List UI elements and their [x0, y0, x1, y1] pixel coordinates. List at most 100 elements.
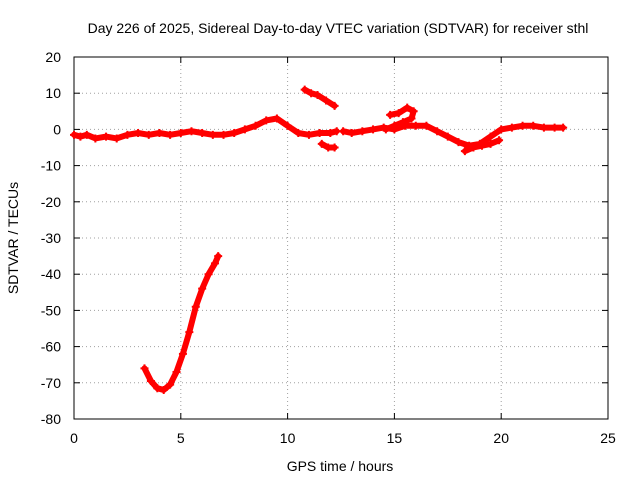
- data-point: [326, 129, 335, 138]
- series-early-drop: [140, 252, 223, 395]
- data-point: [454, 138, 463, 147]
- data-point: [112, 134, 121, 143]
- y-tick-label: -70: [41, 375, 61, 391]
- x-axis-label: GPS time / hours: [287, 458, 394, 474]
- data-point: [409, 107, 418, 116]
- data-point: [166, 130, 175, 139]
- y-tick-label: -80: [41, 411, 61, 427]
- data-point: [294, 129, 303, 138]
- data-point: [486, 139, 495, 148]
- data-point: [153, 384, 162, 393]
- y-tick-label: -20: [41, 194, 61, 210]
- data-point: [398, 118, 407, 127]
- axis-ticks: 0 5 10 15 20 25 -80 -70 -60 -50 -40 -30 -20 -10 0 10 20: [41, 49, 616, 446]
- data-point: [144, 130, 153, 139]
- y-tick-label: 10: [45, 85, 61, 101]
- data-point: [390, 121, 399, 130]
- y-tick-label: 0: [53, 121, 61, 137]
- data-point: [230, 129, 239, 138]
- data-point: [283, 121, 292, 130]
- data-point: [198, 129, 207, 138]
- data-point: [134, 129, 143, 138]
- data-point: [495, 136, 504, 145]
- data-point: [317, 139, 326, 148]
- x-tick-label: 0: [70, 430, 78, 446]
- data-point: [155, 129, 164, 138]
- data-point: [330, 101, 339, 110]
- y-tick-label: 20: [45, 49, 61, 65]
- data-point: [486, 132, 495, 141]
- data-point: [529, 121, 538, 130]
- data-point: [219, 130, 228, 139]
- data-point: [185, 328, 194, 337]
- data-point: [214, 252, 223, 261]
- data-point: [477, 141, 486, 150]
- data-point: [76, 132, 85, 141]
- data-point: [381, 125, 390, 134]
- data-point: [198, 284, 207, 293]
- data-point: [204, 270, 213, 279]
- data-point: [386, 110, 395, 119]
- chart-title: Day 226 of 2025, Sidereal Day-to-day VTE…: [88, 20, 589, 36]
- data-point: [358, 127, 367, 136]
- data-point: [146, 376, 155, 385]
- series-trace: [301, 86, 338, 109]
- data-point: [550, 123, 559, 132]
- data-point: [559, 123, 568, 132]
- x-tick-label: 15: [387, 430, 403, 446]
- series-baseline-b: [339, 121, 568, 150]
- x-tick-label: 10: [280, 430, 296, 446]
- data-point: [240, 125, 249, 134]
- data-point: [369, 125, 378, 134]
- data-point: [166, 380, 175, 389]
- series-valley-segment: [460, 136, 504, 156]
- data-point: [176, 129, 185, 138]
- data-point: [407, 114, 416, 123]
- data-point: [403, 103, 412, 112]
- data-point: [91, 134, 100, 143]
- data-point: [123, 130, 132, 139]
- data-point: [300, 85, 309, 94]
- series-trace: [141, 253, 222, 393]
- data-point: [140, 364, 149, 373]
- data-point: [460, 147, 469, 156]
- data-point: [187, 127, 196, 136]
- data-point: [339, 127, 348, 136]
- data-point: [394, 109, 403, 118]
- data-point: [322, 96, 331, 105]
- data-point: [251, 121, 260, 130]
- x-tick-label: 20: [493, 430, 509, 446]
- y-tick-label: -30: [41, 230, 61, 246]
- data-point: [262, 116, 271, 125]
- y-tick-label: -60: [41, 339, 61, 355]
- series-trace: [340, 122, 567, 149]
- grid-lines: [74, 57, 608, 419]
- data-point: [208, 130, 217, 139]
- data-point: [172, 367, 181, 376]
- data-point: [433, 127, 442, 136]
- y-tick-label: -10: [41, 158, 61, 174]
- data-point: [210, 259, 219, 268]
- data-point: [497, 125, 506, 134]
- y-tick-label: -40: [41, 266, 61, 282]
- data-point: [313, 91, 322, 100]
- data-point: [272, 114, 281, 123]
- y-tick-label: -50: [41, 302, 61, 318]
- x-tick-label: 5: [177, 430, 185, 446]
- data-point: [539, 123, 548, 132]
- data-point: [518, 121, 527, 130]
- data-point: [422, 121, 431, 130]
- data-point: [507, 123, 516, 132]
- data-point: [443, 132, 452, 141]
- series-baseline-a: [70, 114, 341, 143]
- data-point: [178, 349, 187, 358]
- series-dip-segment: [317, 139, 339, 152]
- data-point: [469, 143, 478, 152]
- data-point: [347, 129, 356, 138]
- y-axis-label: SDTVAR / TECUs: [5, 182, 21, 294]
- data-point: [191, 302, 200, 311]
- data-point: [82, 130, 91, 139]
- data-point: [159, 386, 168, 395]
- data-point: [102, 132, 111, 141]
